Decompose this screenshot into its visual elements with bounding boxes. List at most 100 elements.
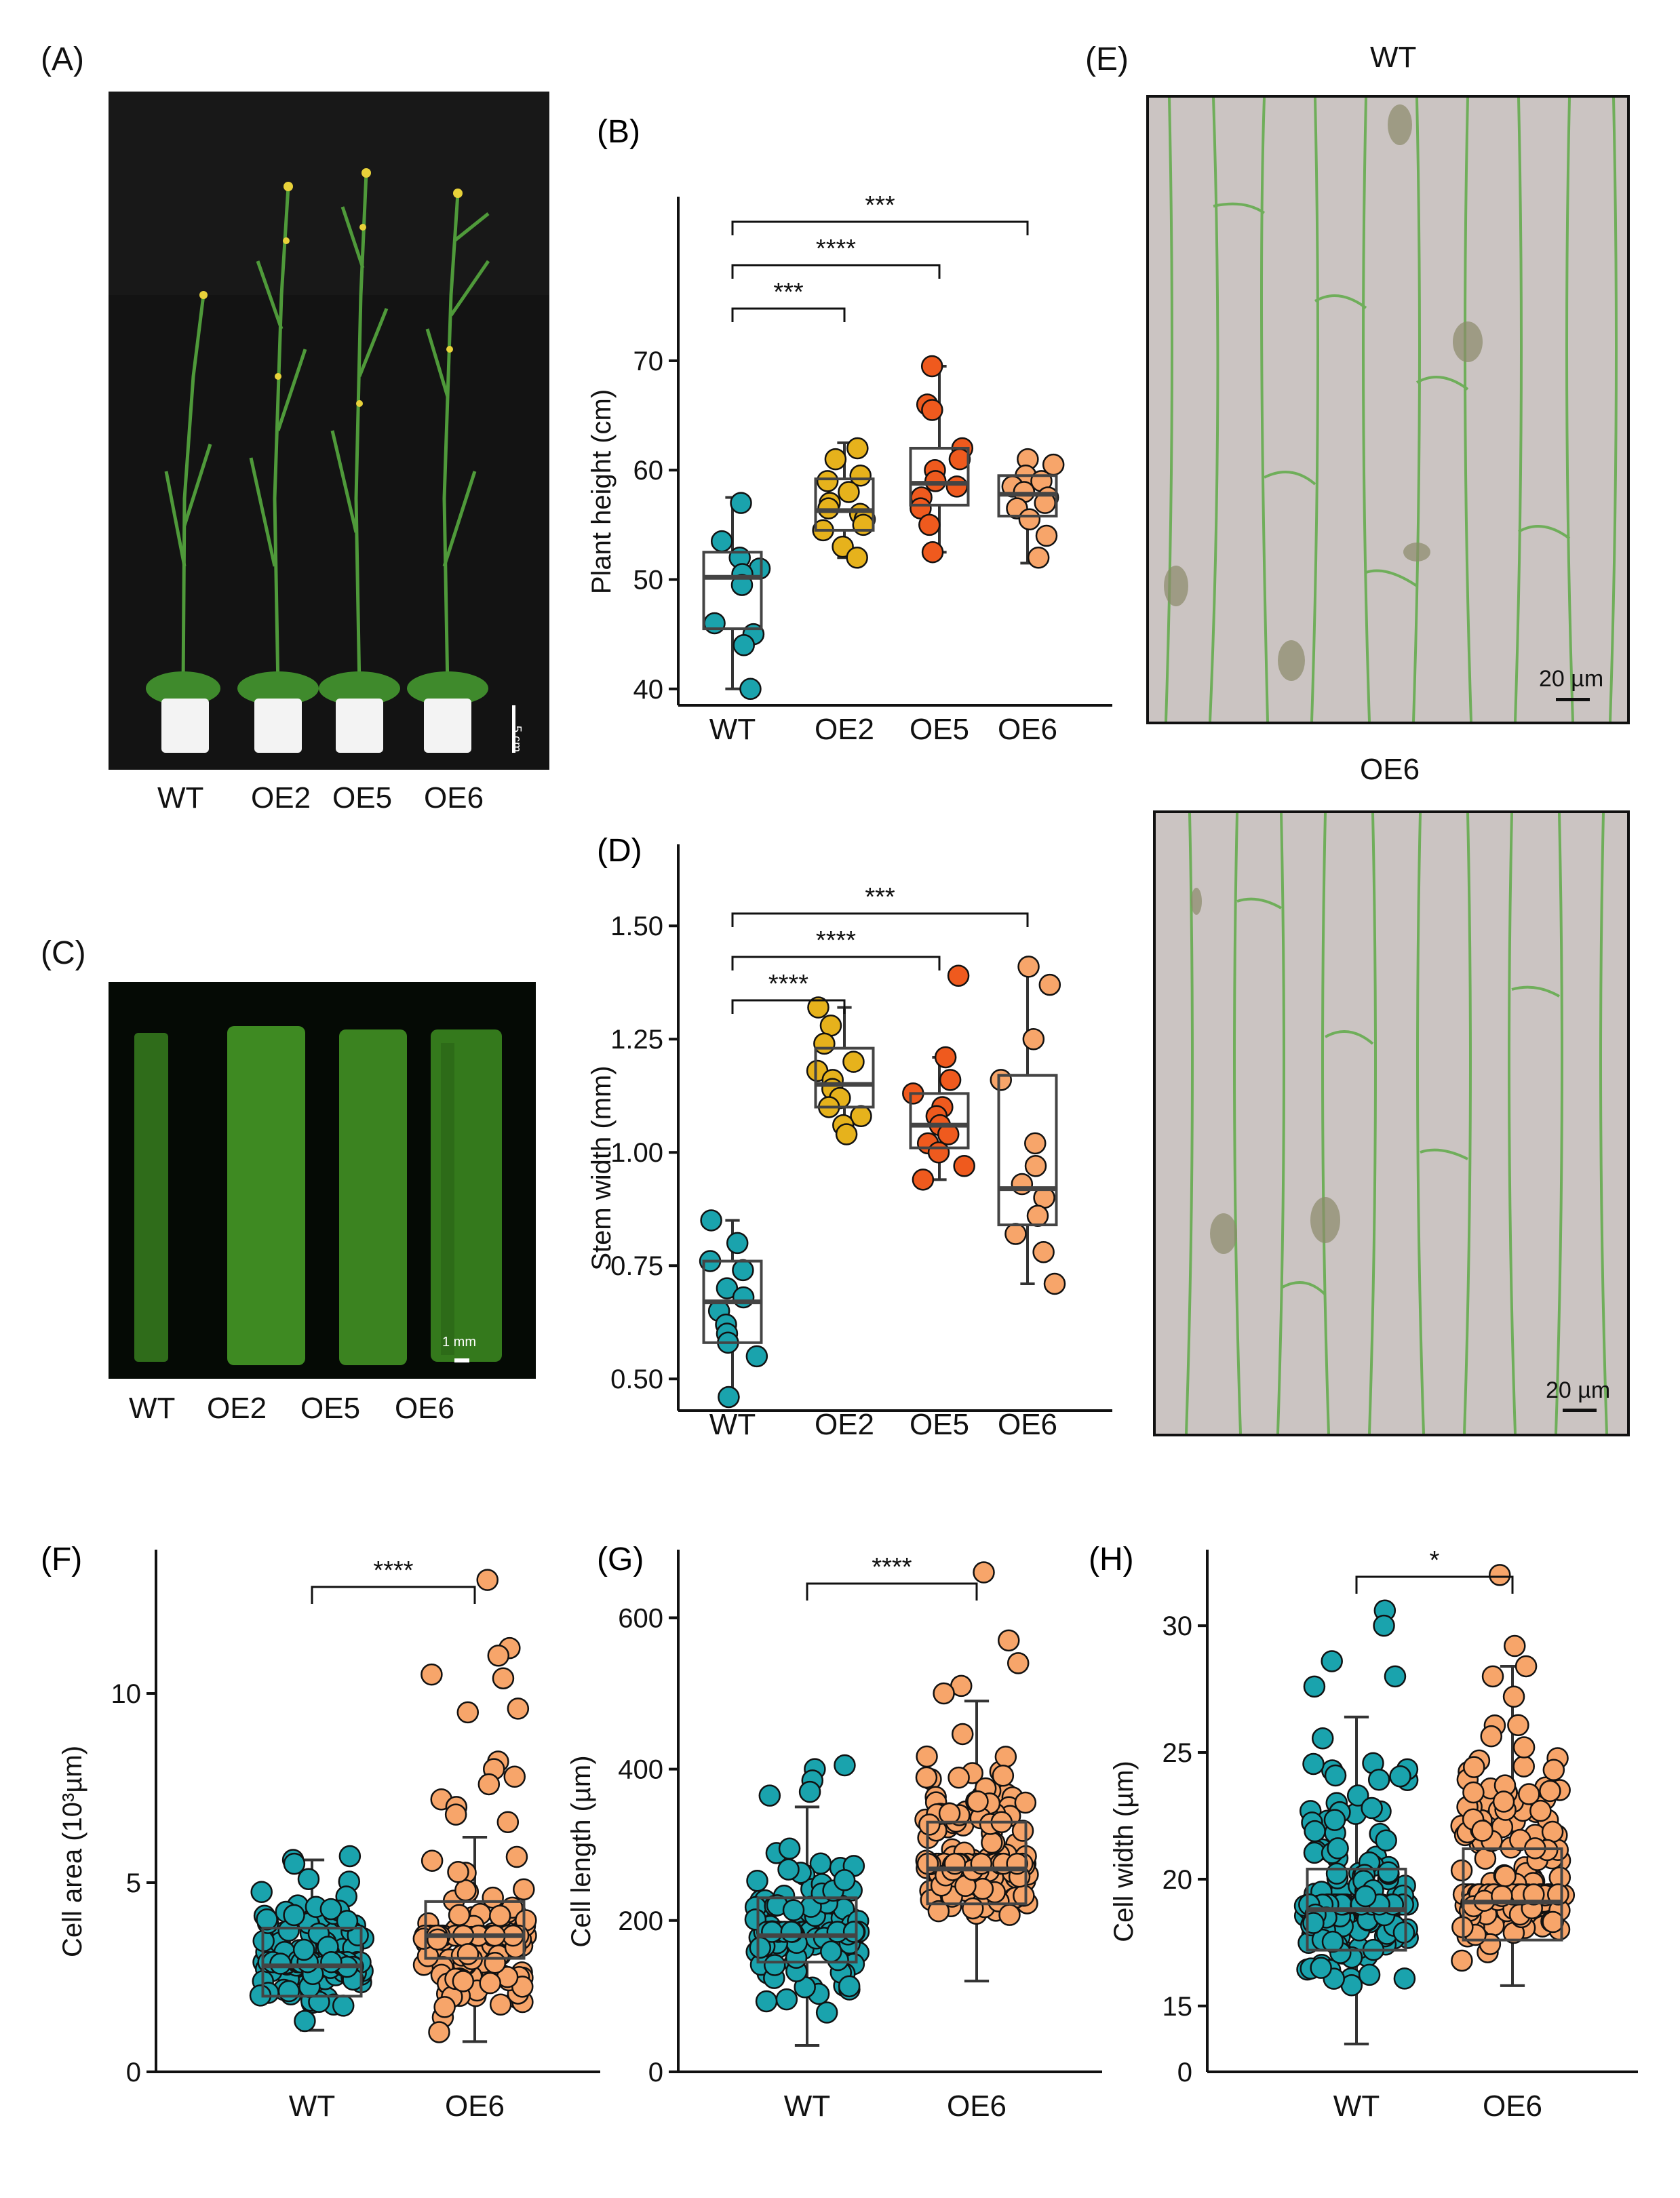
data-point-d-oe6 [1032,1240,1055,1263]
data-point-f-oe6 [507,1697,530,1720]
y-tick-label-b: 50 [633,566,664,595]
data-point-f-oe6 [479,1971,501,1995]
data-point-h-oe6 [1542,1910,1564,1934]
data-point-h-wt [1373,1614,1395,1637]
data-point-f-oe6 [503,1765,526,1788]
y-tick-label-f: 10 [111,1679,142,1709]
panel-letter-g: (G) [597,1542,644,1577]
data-point-h-wt [1321,1650,1343,1672]
data-point-g-oe6 [938,1802,961,1825]
data-point-f-oe6 [421,1663,443,1686]
panel-letter-h: (H) [1089,1542,1134,1577]
data-point-g-wt [820,1940,842,1963]
y-tick-label-h: 15 [1163,1992,1193,2022]
data-point-f-oe6 [476,1569,499,1591]
data-point-f-oe6 [484,1951,507,1974]
data-point-g-wt [815,2001,838,2024]
micrograph-title-wt: WT [1370,41,1417,74]
data-point-g-oe6 [962,1897,984,1920]
y-tick-label-f: 0 [126,2058,141,2087]
data-point-h-oe6 [1502,1685,1525,1708]
data-point-h-oe6 [1489,1564,1511,1586]
data-point-h-oe6 [1492,1790,1515,1813]
data-point-h-oe6 [1539,1780,1561,1803]
data-point-d-oe5 [939,1069,962,1091]
significance-label-h: * [1430,1546,1440,1575]
box-b-oe2 [814,477,875,532]
stem-label-oe2: OE2 [207,1392,267,1425]
data-point-h-wt [1327,1837,1349,1860]
significance-bracket-d [731,912,1029,927]
significance-bracket-d [731,999,846,1014]
panel-letter-c: (C) [41,935,86,971]
data-point-g-oe6 [997,1629,1020,1652]
wt-scale-bar [1556,698,1590,701]
data-point-f-wt [338,1845,362,1868]
data-point-h-oe6 [1515,1655,1538,1678]
significance-bracket-h [1355,1575,1514,1594]
data-point-f-oe6 [487,1644,510,1667]
y-tick-label-g: 0 [648,2058,663,2087]
data-point-b-oe2 [849,465,872,487]
y-axis-title-f: Cell area (10³µm) [58,1746,87,1957]
data-point-f-oe6 [454,1879,477,1902]
data-point-h-oe6 [1547,1883,1569,1906]
data-point-h-wt [1384,1665,1407,1688]
data-point-g-oe6 [1011,1820,1034,1842]
plant-label-oe2: OE2 [251,781,311,815]
panel-letter-a: (A) [41,41,84,77]
data-point-d-wt [732,1286,755,1309]
data-point-g-oe6 [916,1745,938,1768]
data-point-h-wt [1304,1820,1326,1843]
data-point-b-oe2 [816,470,839,492]
plant-photo: 5 cm [109,92,549,770]
x-tick-label-d: OE2 [815,1408,874,1441]
data-point-h-oe6 [1512,1736,1536,1759]
significance-bracket-b [731,307,846,322]
data-point-h-wt [1324,1764,1347,1787]
data-point-b-oe5 [921,399,943,421]
data-point-d-wt [745,1345,768,1368]
data-point-g-oe6 [933,1682,955,1705]
data-point-h-wt [1303,1675,1326,1698]
wt-scale-label: 20 µm [1539,666,1604,692]
oe6-scale-bar [1563,1409,1597,1412]
data-point-d-oe6 [1038,973,1061,996]
data-point-g-oe6 [1014,1791,1037,1814]
significance-bracket-g [806,1582,978,1601]
data-point-b-oe5 [921,541,944,564]
data-point-f-wt [332,1995,355,2017]
data-point-g-oe6 [1007,1652,1030,1674]
y-tick-label-b: 40 [633,675,664,705]
data-point-b-oe6 [1018,508,1041,531]
data-point-h-oe6 [1480,1725,1502,1748]
data-point-f-wt [256,1908,278,1931]
data-point-f-wt [292,1938,315,1961]
data-point-f-oe6 [428,2021,450,2043]
data-point-f-oe6 [477,1773,501,1796]
box-h-oe6 [1462,1847,1563,1942]
data-point-f-wt [283,1852,306,1875]
y-tick-label-b: 70 [633,347,664,376]
data-point-d-oe6 [1017,956,1040,978]
data-point-b-oe6 [1027,547,1050,569]
box-f-oe6 [424,1900,526,1960]
data-point-h-oe6 [1523,1883,1545,1906]
data-point-h-wt [1325,1862,1348,1885]
data-point-g-oe6 [981,1831,1003,1854]
data-point-b-wt [732,634,755,656]
x-tick-label-b: OE2 [815,713,874,746]
data-point-b-oe6 [1035,524,1058,547]
stem-scale-label: 1 mm [442,1335,476,1350]
micrograph-wt: 20 µm [1146,95,1630,724]
data-point-h-oe6 [1494,1865,1517,1887]
y-tick-label-d: 0.75 [610,1251,663,1281]
data-point-b-wt [730,574,754,596]
data-point-b-wt [710,530,733,553]
data-point-g-wt [842,1921,865,1943]
y-tick-label-h: 25 [1163,1738,1193,1768]
significance-bracket-d [731,956,941,970]
x-tick-label-f: OE6 [445,2089,505,2123]
stem-label-wt: WT [129,1392,176,1425]
y-tick-label-f: 5 [126,1868,141,1898]
